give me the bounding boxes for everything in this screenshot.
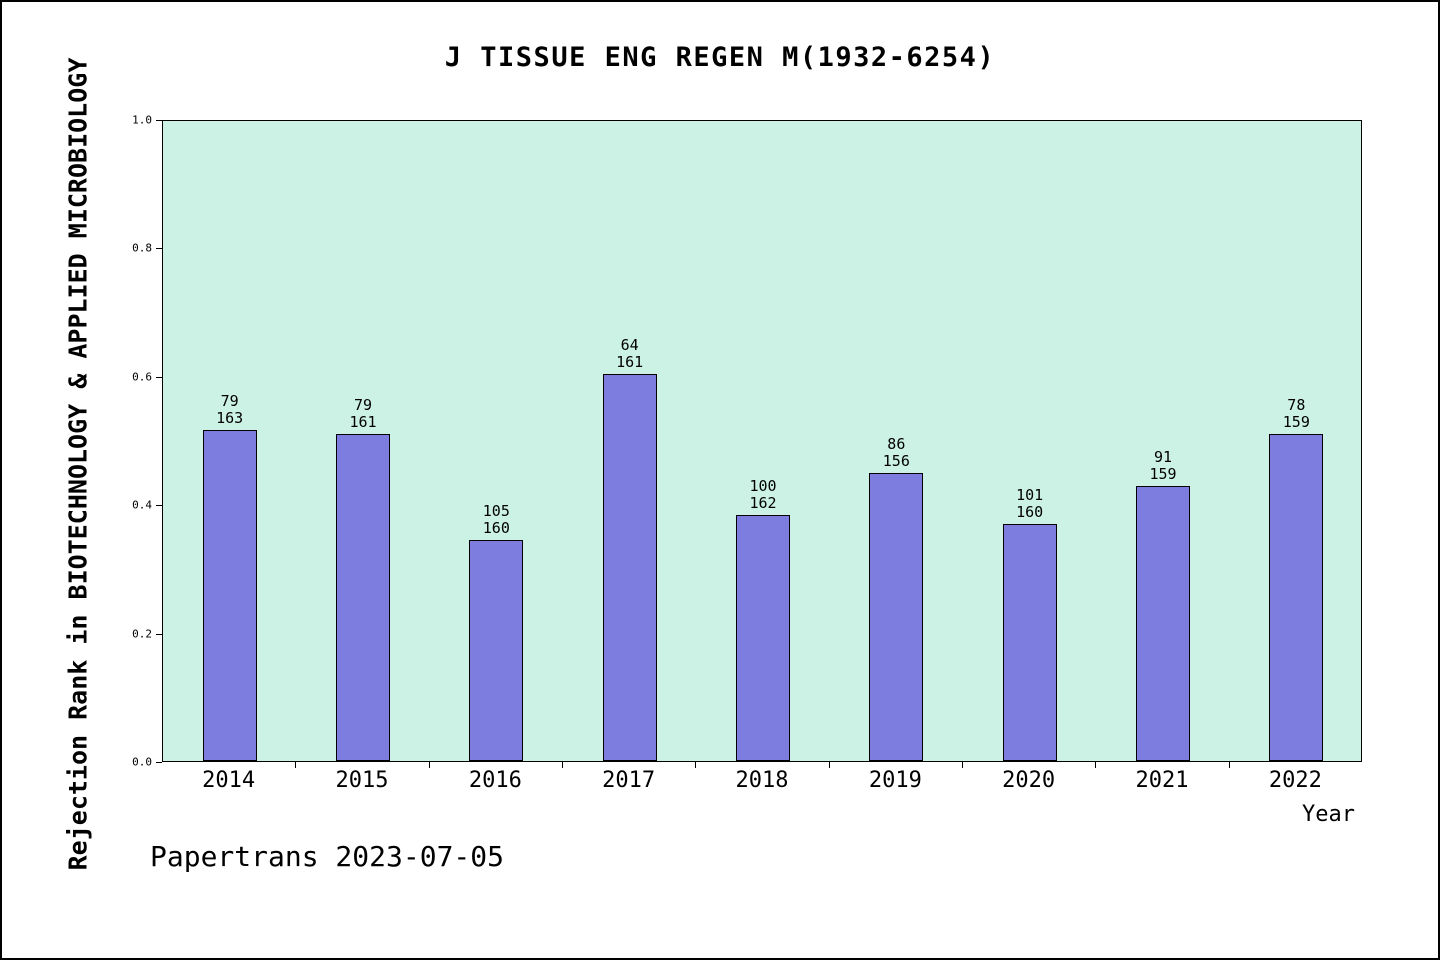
x-tick-label: 2021: [1135, 768, 1189, 793]
x-tick-label: 2016: [468, 768, 522, 793]
x-tick-mark: [695, 762, 697, 768]
y-tick-label: 0.0: [132, 755, 152, 769]
bar-value-label: 86 156: [836, 434, 956, 471]
x-tick-mark: [962, 762, 963, 768]
bar-rank-value: 86: [887, 434, 906, 453]
bar-rank-value: 105: [482, 501, 510, 520]
bar-value-label: 105 160: [436, 501, 556, 538]
bar-rank-value: 64: [620, 335, 639, 354]
bar: [1002, 524, 1057, 761]
bar-rank-value: 78: [1287, 395, 1306, 414]
bar: [469, 540, 524, 761]
bar: [336, 434, 390, 761]
bar: [869, 473, 924, 761]
bar-total-value: 159: [1282, 412, 1310, 431]
x-tick-label: 2020: [1002, 768, 1056, 793]
x-tick-mark: [428, 762, 430, 768]
y-tick-label: 0.2: [132, 627, 152, 641]
y-tick-mark: [156, 120, 162, 121]
bar-value-label: 79 163: [170, 391, 290, 428]
y-tick-mark: [156, 376, 162, 378]
plot-area: 79 163 79 161 105 160 64 161 100 162 86 156 101 160 91…: [162, 120, 1362, 762]
x-tick-mark: [1228, 762, 1230, 768]
bar-total-value: 161: [349, 412, 377, 431]
bar-total-value: 160: [1016, 502, 1044, 521]
bar: [602, 374, 657, 761]
y-tick-label: 0.6: [132, 370, 152, 384]
x-tick-label: 2014: [202, 768, 256, 793]
bar-rank-value: 79: [353, 395, 373, 414]
bar-total-value: 162: [749, 493, 777, 512]
bar: [736, 515, 790, 761]
bar-rank-value: 100: [749, 476, 777, 495]
y-tick-mark: [156, 633, 162, 635]
y-tick-label: 0.4: [132, 498, 152, 512]
bar-rank-value: 101: [1016, 485, 1044, 504]
bar-rank-value: 79: [220, 391, 239, 410]
bar-total-value: 156: [882, 451, 910, 470]
bar-value-label: 100 162: [703, 476, 823, 513]
footer-watermark: Papertrans 2023-07-05: [150, 840, 505, 873]
y-tick-label: 1.0: [132, 113, 152, 127]
bar-value-label: 101 160: [970, 485, 1090, 522]
x-tick-label: 2018: [735, 768, 789, 793]
x-tick-mark: [1095, 762, 1097, 768]
y-tick-mark: [156, 762, 162, 763]
bar-value-label: 79 161: [303, 395, 423, 432]
x-tick-label: 2019: [868, 768, 922, 793]
x-tick-label: 2022: [1268, 768, 1322, 793]
x-tick-label: 2015: [335, 768, 389, 793]
x-tick-mark: [828, 762, 830, 768]
bar: [202, 430, 257, 761]
bar: [1136, 486, 1190, 761]
bar-total-value: 163: [216, 408, 244, 427]
y-axis-label: Rejection Rank in BIOTECHNOLOGY & APPLIE…: [63, 57, 93, 871]
x-axis-title: Year: [1302, 802, 1355, 827]
bar: [1269, 434, 1324, 761]
bar-total-value: 159: [1149, 464, 1177, 483]
y-tick-mark: [156, 248, 162, 250]
bar-total-value: 161: [616, 352, 644, 371]
bar-value-label: 91 159: [1103, 447, 1223, 484]
x-tick-label: 2017: [602, 768, 656, 793]
x-tick-mark: [562, 762, 563, 768]
y-tick-label: 0.8: [132, 241, 152, 255]
bar-total-value: 160: [482, 518, 510, 537]
x-tick-mark: [295, 762, 297, 768]
bar-value-label: 64 161: [570, 335, 690, 372]
bar-value-label: 78 159: [1236, 395, 1356, 432]
bar-rank-value: 91: [1153, 447, 1173, 466]
chart-title: J TISSUE ENG REGEN M(1932-6254): [444, 42, 996, 73]
y-tick-mark: [156, 505, 162, 507]
